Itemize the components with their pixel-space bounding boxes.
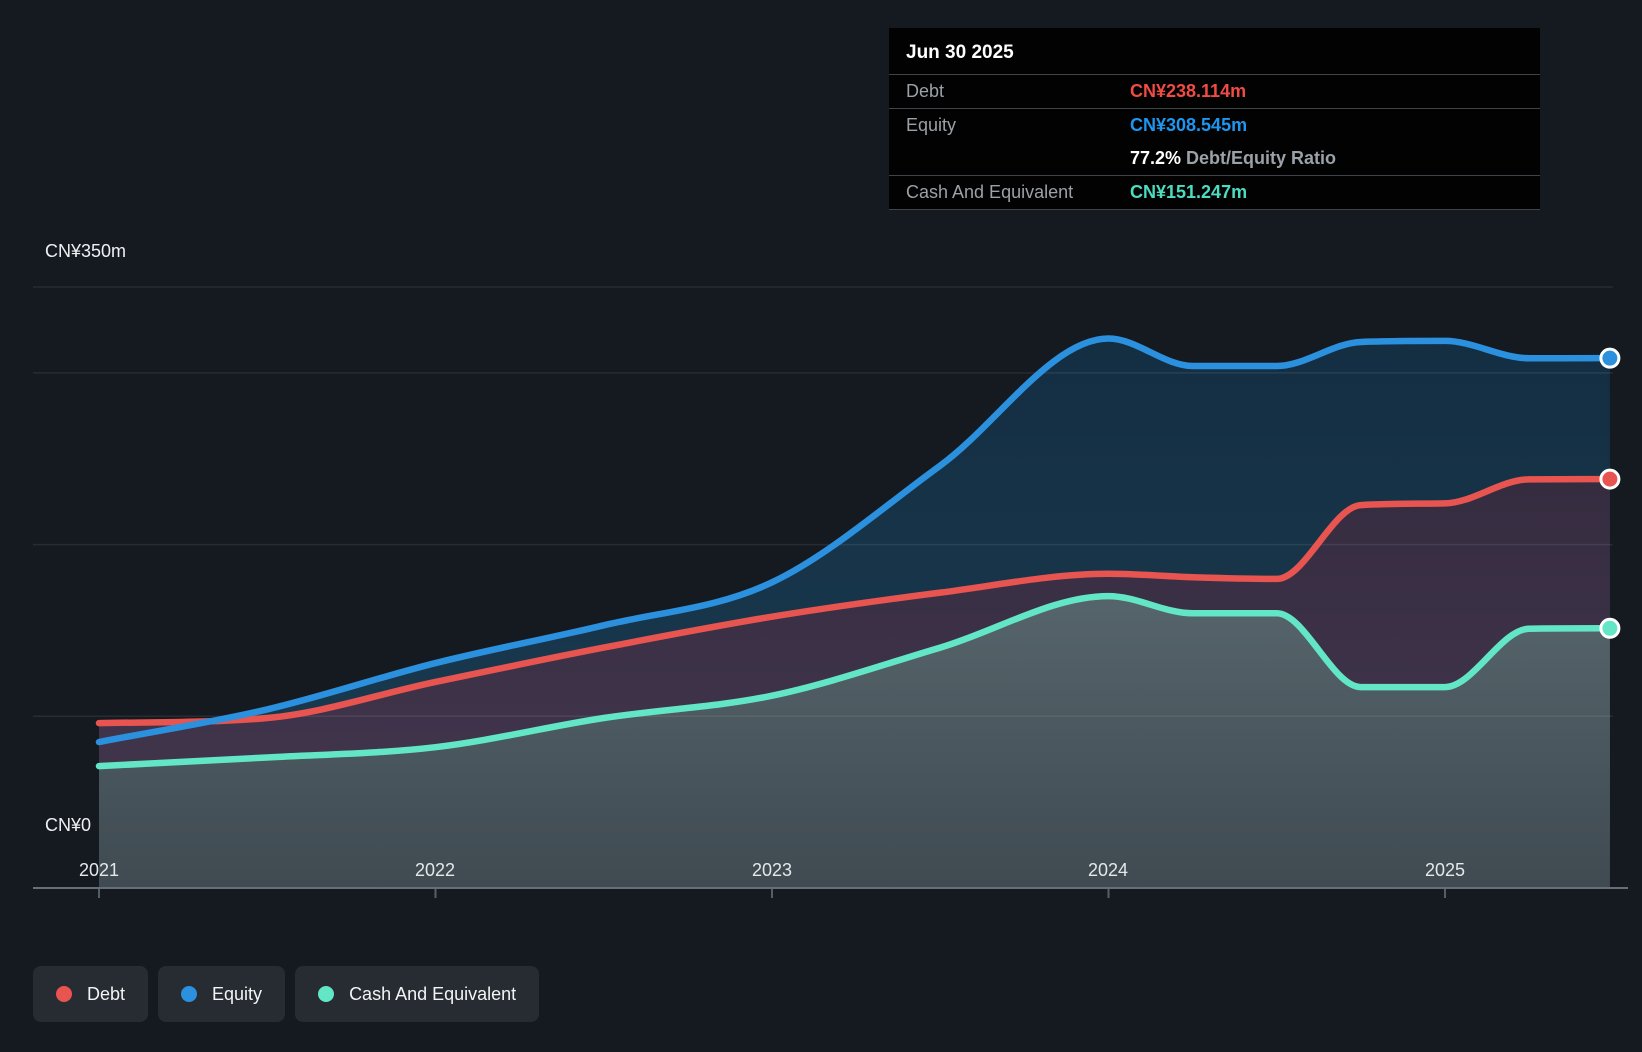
chart-legend: Debt Equity Cash And Equivalent [33,966,540,1022]
cash-and-equivalent-area [99,596,1610,888]
legend-toggle-cash[interactable]: Cash And Equivalent [295,966,540,1022]
x-tick-2021: 2021 [78,860,120,880]
x-tick-2025: 2025 [1424,860,1466,880]
tooltip-equity-label: Equity [906,115,957,135]
legend-debt-label: Debt [87,983,126,1004]
tooltip-ratio-value: 77.2% [1130,148,1182,168]
tooltip-cash-label: Cash And Equivalent [906,182,1074,202]
tooltip-debt-label: Debt [906,81,945,101]
tooltip-ratio: 77.2% Debt/Equity Ratio [1130,148,1523,169]
tooltip-ratio-row: 77.2% Debt/Equity Ratio [889,142,1540,176]
tooltip-equity-value: CN¥308.545m [1130,115,1248,135]
equity-endpoint-marker[interactable] [1599,347,1621,369]
legend-toggle-debt[interactable]: Debt [33,966,149,1022]
cash-and-equivalent-endpoint-marker[interactable] [1599,617,1621,639]
chart-hover-tooltip: Jun 30 2025 Debt CN¥238.114m Equity CN¥3… [889,28,1540,210]
tooltip-date: Jun 30 2025 [889,28,1540,75]
cash-and-equivalent-line [95,592,1614,770]
tooltip-debt-value: CN¥238.114m [1130,81,1247,101]
legend-equity-label: Equity [212,983,263,1004]
x-tick-2023: 2023 [751,860,793,880]
debt-line [95,475,1614,727]
x-tick-2022: 2022 [414,860,456,880]
tooltip-ratio-label: Debt/Equity Ratio [1181,148,1337,168]
debt-endpoint-marker[interactable] [1599,468,1621,490]
y-axis-max-label: CN¥350m [45,241,127,261]
tooltip-cash-value: CN¥151.247m [1130,182,1248,202]
legend-cash-label: Cash And Equivalent [349,983,517,1004]
cash-series-dot-icon [318,986,335,1002]
legend-toggle-equity[interactable]: Equity [158,966,286,1022]
x-tick-2024: 2024 [1087,860,1129,880]
tooltip-debt-row: Debt CN¥238.114m [889,75,1540,109]
debt-series-dot-icon [56,986,72,1002]
equity-line [95,335,1614,746]
tooltip-cash-row: Cash And Equivalent CN¥151.247m [889,176,1540,210]
equity-series-dot-icon [181,986,198,1002]
tooltip-equity-row: Equity CN¥308.545m [889,109,1540,142]
y-axis-zero-label: CN¥0 [45,815,92,835]
